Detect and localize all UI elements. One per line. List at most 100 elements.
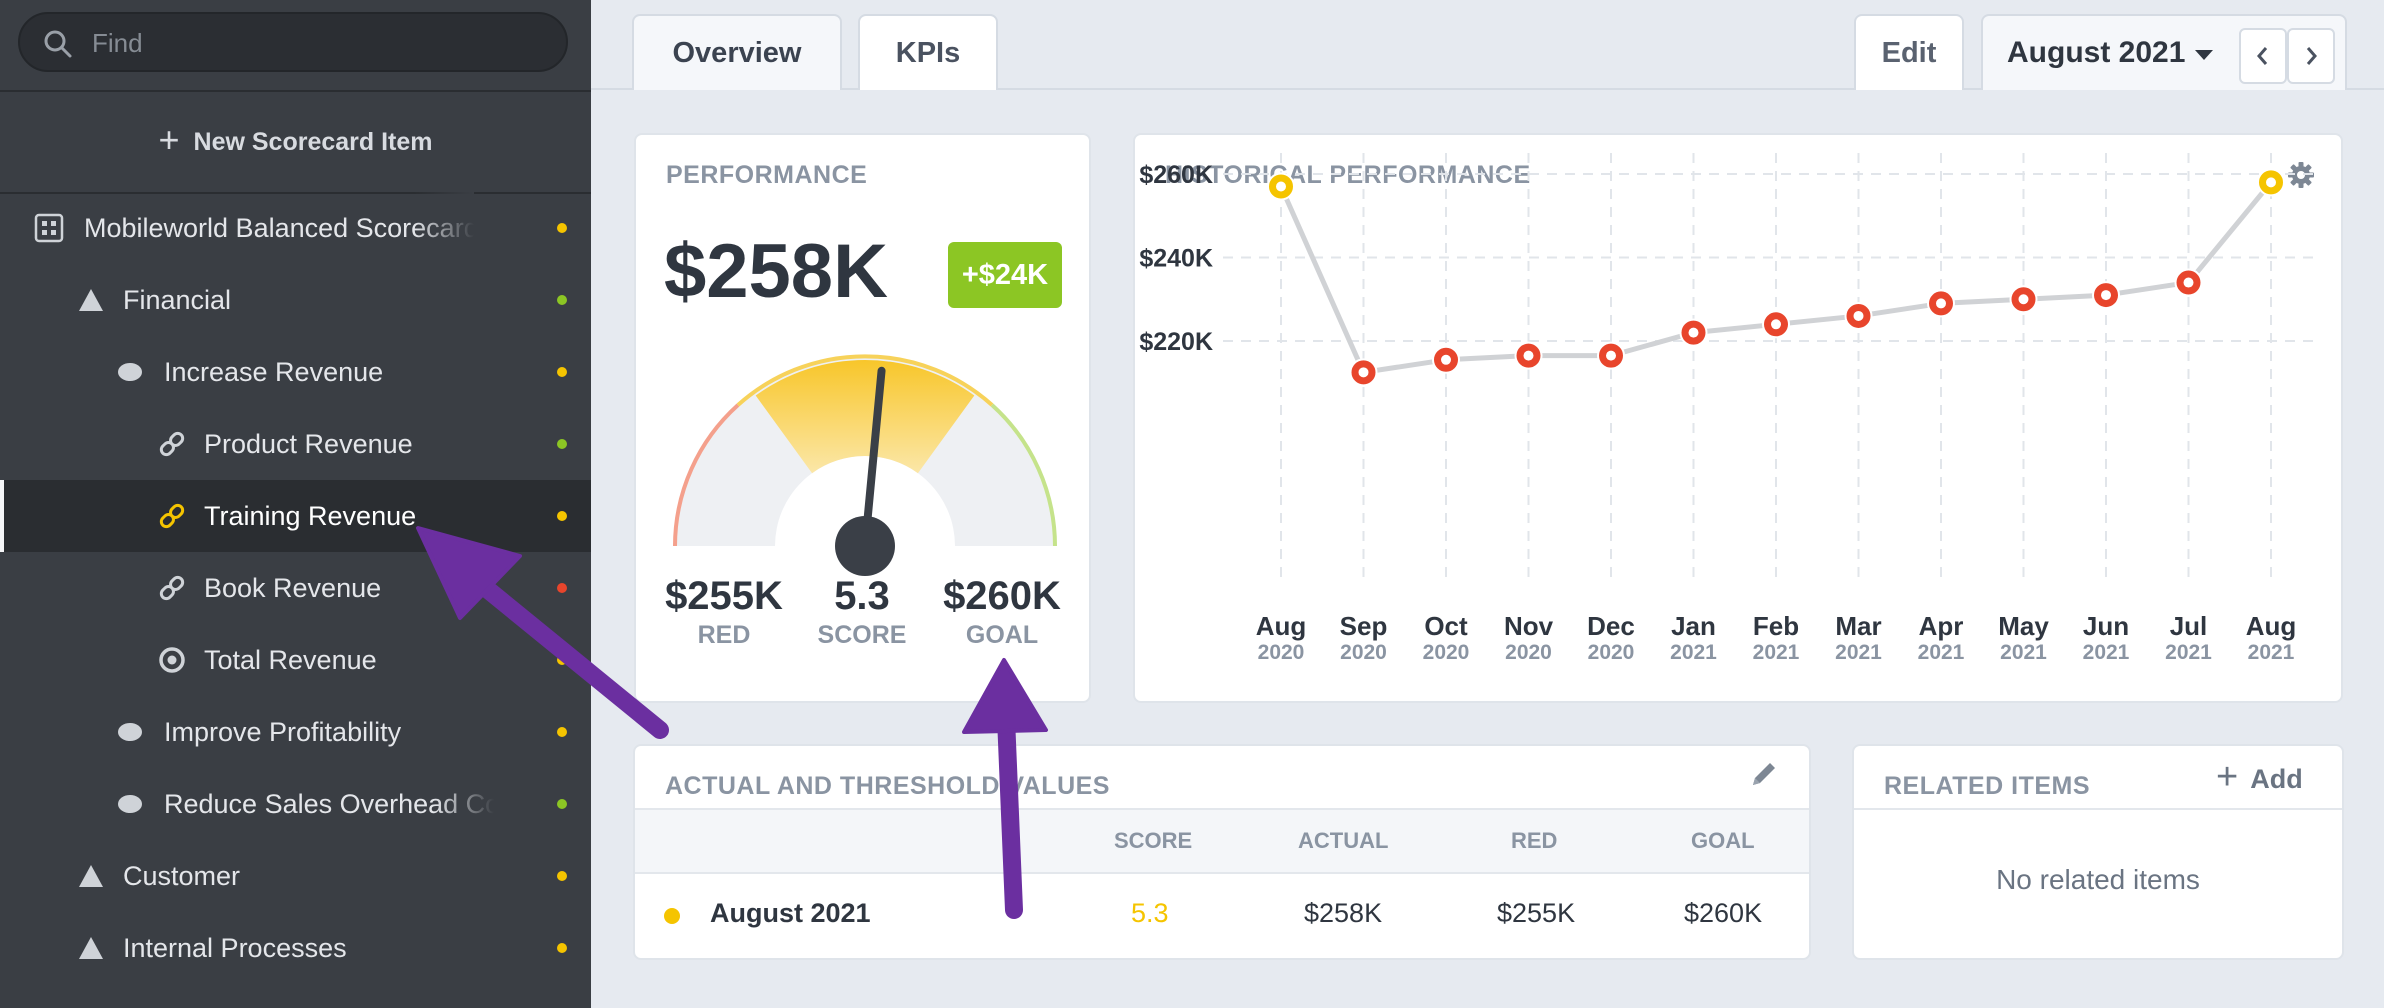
- x-tick-month: Aug: [1256, 611, 1307, 641]
- data-point-center: [1358, 367, 1369, 378]
- x-tick-year: 2020: [1423, 641, 1470, 664]
- x-tick-year: 2020: [1505, 641, 1552, 664]
- data-point-center: [1441, 354, 1451, 365]
- status-dot: [557, 655, 567, 665]
- x-tick-year: 2020: [1258, 641, 1305, 664]
- new-item-label: New Scorecard Item: [193, 127, 433, 156]
- data-point-center: [2266, 177, 2276, 188]
- related-title: RELATED ITEMS: [1884, 772, 2091, 800]
- row-red: $255K: [1497, 898, 1576, 928]
- tree-item-book-revenue[interactable]: Book Revenue: [0, 552, 591, 624]
- tree-item-reduce-sales-overhead[interactable]: Reduce Sales Overhead Costs: [0, 768, 591, 840]
- x-tick-year: 2021: [1918, 641, 1965, 664]
- x-tick-month: Feb: [1753, 611, 1799, 641]
- add-related-button[interactable]: + Add: [2216, 756, 2303, 801]
- tab-bar-border: [591, 88, 2384, 90]
- red-label: RED: [697, 621, 751, 649]
- x-tick-month: Jan: [1671, 611, 1716, 641]
- status-dot: [557, 727, 567, 737]
- tree-item-label: Financial: [123, 284, 232, 315]
- search-box[interactable]: [18, 12, 568, 72]
- tab-kpis[interactable]: KPIs: [858, 14, 998, 90]
- caret-down-icon: [2195, 50, 2213, 60]
- y-tick-label: $260K: [1139, 161, 1213, 189]
- text-fade: [414, 192, 474, 264]
- plus-icon: +: [2216, 756, 2239, 798]
- divider: [635, 808, 1809, 810]
- link-icon: [159, 575, 185, 601]
- data-point-center: [1688, 327, 1699, 338]
- col-red: RED: [1511, 828, 1558, 853]
- tree-item-financial[interactable]: Financial: [0, 264, 591, 336]
- chevron-right-icon: [2306, 47, 2317, 65]
- data-point-center: [1523, 350, 1534, 361]
- x-tick-month: Dec: [1587, 611, 1635, 641]
- historical-line-chart: $260K$240K$220KAug2020Sep2020Oct2020Nov2…: [1139, 153, 2313, 664]
- gauge-yellow-sector: [755, 360, 975, 474]
- delta-badge: +$24K: [948, 242, 1062, 308]
- x-tick-year: 2021: [2083, 641, 2130, 664]
- tree-item-improve-profitability[interactable]: Improve Profitability: [0, 696, 591, 768]
- status-dot: [557, 799, 567, 809]
- data-point-center: [1276, 181, 1286, 192]
- row-period: August 2021: [710, 898, 871, 928]
- row-goal: $260K: [1684, 898, 1763, 928]
- chevron-left-icon: [2257, 47, 2268, 65]
- x-tick-month: May: [1998, 611, 2049, 641]
- sidebar: + New Scorecard Item Mobileworld Balance…: [0, 0, 591, 1008]
- triangle-icon: [79, 865, 103, 887]
- tree-item-customer[interactable]: Customer: [0, 840, 591, 912]
- status-dot: [557, 583, 567, 593]
- performance-title: PERFORMANCE: [666, 161, 868, 189]
- link-icon: [159, 431, 185, 457]
- col-goal: GOAL: [1691, 828, 1755, 853]
- tree-item-training-revenue[interactable]: Training Revenue: [0, 480, 591, 552]
- edit-button[interactable]: Edit: [1854, 14, 1964, 90]
- tree-item-increase-revenue[interactable]: Increase Revenue: [0, 336, 591, 408]
- target-icon: [159, 647, 185, 673]
- x-tick-month: Oct: [1424, 611, 1468, 641]
- status-dot: [557, 871, 567, 881]
- score-gauge: [673, 354, 1057, 576]
- goal-value: $260K: [943, 574, 1061, 618]
- divider: [0, 192, 591, 194]
- x-tick-year: 2021: [2248, 641, 2295, 664]
- x-tick-month: Nov: [1504, 611, 1554, 641]
- status-dot: [557, 439, 567, 449]
- tree-item-label: Customer: [123, 860, 241, 891]
- add-label: Add: [2250, 764, 2303, 794]
- oval-icon: [118, 795, 142, 813]
- score-label: SCORE: [817, 621, 907, 649]
- related-items-card: RELATED ITEMS: [1852, 744, 2344, 960]
- x-tick-month: Jul: [2170, 611, 2208, 641]
- tree-item-total-revenue[interactable]: Total Revenue: [0, 624, 591, 696]
- data-point-center: [1771, 319, 1781, 330]
- month-label: August 2021: [2007, 36, 2186, 69]
- tab-overview[interactable]: Overview: [632, 14, 842, 90]
- goal-stat: $260K GOAL: [932, 574, 1072, 650]
- month-selector[interactable]: August 2021: [1981, 14, 2347, 90]
- tree-item-scorecard[interactable]: Mobileworld Balanced Scorecard: [0, 192, 591, 264]
- next-month-button[interactable]: [2287, 28, 2335, 84]
- x-tick-year: 2021: [2000, 641, 2047, 664]
- tree-item-label: Product Revenue: [204, 428, 413, 459]
- gear-icon[interactable]: [2286, 160, 2316, 190]
- divider: [635, 872, 1809, 874]
- y-tick-label: $240K: [1139, 245, 1213, 273]
- status-dot: [557, 223, 567, 233]
- red-stat: $255K RED: [656, 574, 792, 650]
- tree-item-product-revenue[interactable]: Product Revenue: [0, 408, 591, 480]
- data-point-center: [1606, 350, 1616, 361]
- scorecard-icon: [34, 213, 64, 243]
- row-score: 5.3: [1131, 898, 1169, 928]
- triangle-icon: [79, 289, 103, 311]
- new-scorecard-item-button[interactable]: + New Scorecard Item: [0, 92, 591, 192]
- pencil-icon[interactable]: [1748, 758, 1780, 790]
- x-tick-month: Jun: [2083, 611, 2129, 641]
- x-tick-month: Mar: [1835, 611, 1881, 641]
- prev-month-button[interactable]: [2239, 28, 2287, 84]
- tree-item-internal-processes[interactable]: Internal Processes: [0, 912, 591, 984]
- text-fade: [434, 768, 494, 840]
- search-input[interactable]: [92, 26, 532, 60]
- score-value: 5.3: [834, 574, 890, 618]
